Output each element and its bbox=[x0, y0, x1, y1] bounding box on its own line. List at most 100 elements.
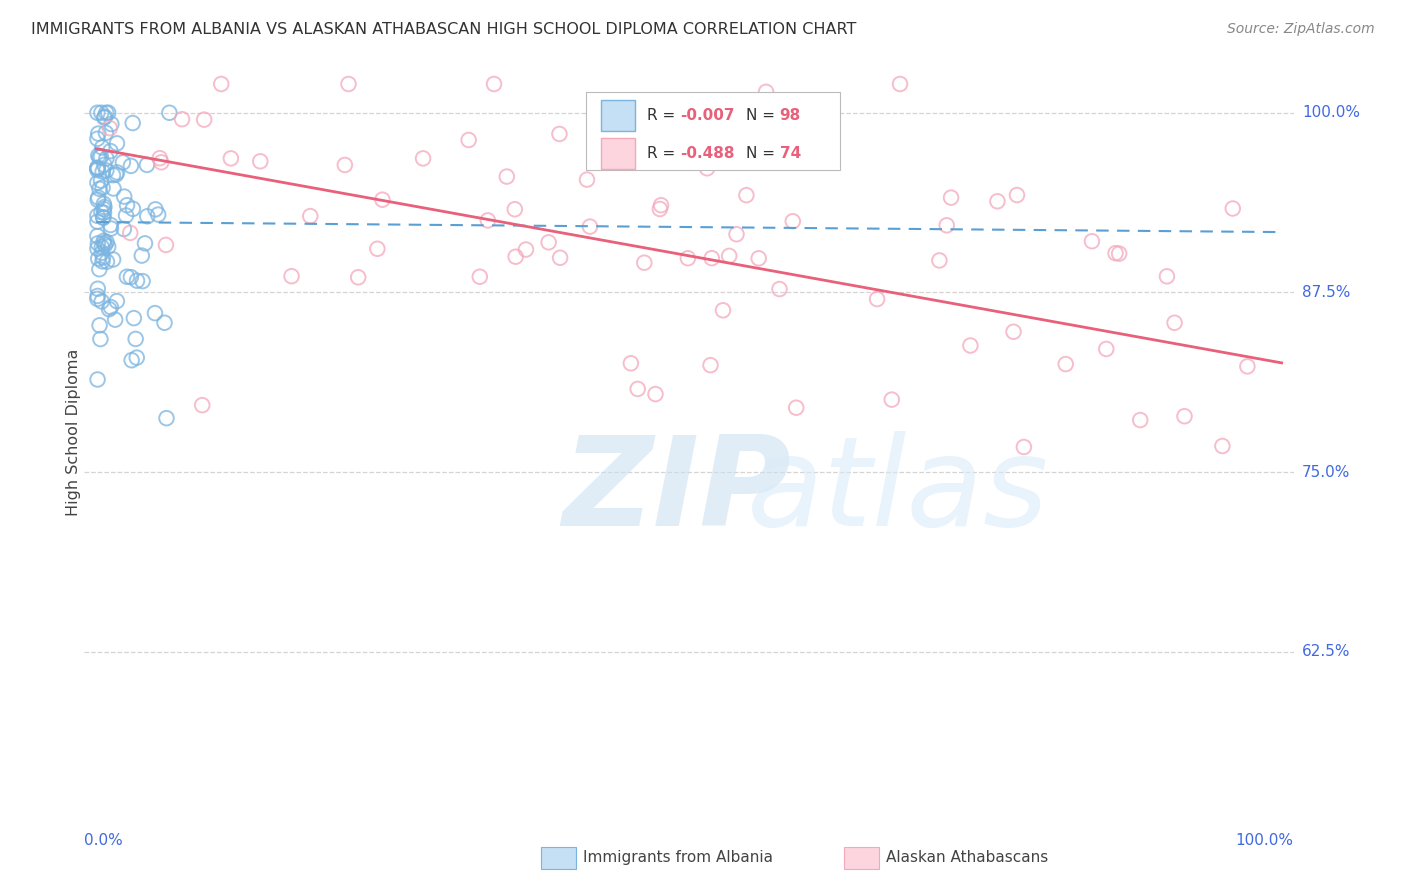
Point bbox=[93, 200, 115, 214]
Text: IMMIGRANTS FROM ALBANIA VS ALASKAN ATHABASCAN HIGH SCHOOL DIPLOMA CORRELATION CH: IMMIGRANTS FROM ALBANIA VS ALASKAN ATHAB… bbox=[31, 22, 856, 37]
Bar bbox=[541, 847, 576, 869]
Point bbox=[101, 252, 124, 267]
Point bbox=[93, 234, 115, 248]
Point bbox=[87, 282, 110, 296]
Text: N =: N = bbox=[745, 108, 780, 123]
Point bbox=[89, 182, 111, 196]
Point bbox=[101, 168, 124, 182]
Point bbox=[96, 152, 118, 166]
Point bbox=[633, 255, 655, 269]
Point bbox=[548, 127, 571, 141]
Point bbox=[86, 229, 108, 244]
Point bbox=[115, 209, 138, 223]
Text: Immigrants from Albania: Immigrants from Albania bbox=[583, 850, 773, 864]
Point bbox=[93, 236, 115, 251]
Point bbox=[121, 353, 143, 368]
Point bbox=[98, 302, 121, 317]
Point bbox=[477, 213, 499, 227]
Text: Source: ZipAtlas.com: Source: ZipAtlas.com bbox=[1227, 22, 1375, 37]
Point bbox=[648, 202, 671, 216]
Point bbox=[122, 311, 145, 326]
FancyBboxPatch shape bbox=[586, 92, 841, 169]
Point bbox=[86, 176, 108, 190]
Point bbox=[928, 253, 950, 268]
Point bbox=[150, 155, 173, 169]
Text: 62.5%: 62.5% bbox=[1302, 644, 1350, 659]
Point bbox=[89, 150, 111, 164]
Point bbox=[86, 161, 108, 176]
Text: N =: N = bbox=[745, 146, 780, 161]
Point bbox=[468, 269, 491, 284]
Point bbox=[134, 236, 156, 251]
Point bbox=[90, 294, 112, 309]
Text: 100.0%: 100.0% bbox=[1236, 833, 1294, 848]
Point bbox=[333, 158, 356, 172]
Point bbox=[153, 316, 176, 330]
Point bbox=[718, 249, 741, 263]
Point bbox=[91, 140, 114, 154]
Point bbox=[146, 208, 169, 222]
Point bbox=[1222, 202, 1244, 216]
Point bbox=[91, 211, 114, 225]
Point bbox=[650, 198, 672, 212]
Point bbox=[100, 218, 122, 232]
Point bbox=[91, 180, 114, 194]
Point bbox=[299, 209, 322, 223]
Y-axis label: High School Diploma: High School Diploma bbox=[66, 349, 80, 516]
Text: 98: 98 bbox=[780, 108, 801, 123]
Text: 100.0%: 100.0% bbox=[1302, 105, 1360, 120]
Point bbox=[219, 152, 242, 166]
Text: Alaskan Athabascans: Alaskan Athabascans bbox=[886, 850, 1047, 864]
Point bbox=[939, 191, 962, 205]
Point bbox=[1156, 269, 1178, 284]
Point bbox=[755, 85, 778, 99]
Text: ZIP: ZIP bbox=[562, 432, 790, 552]
Point bbox=[93, 211, 115, 225]
Point bbox=[515, 243, 537, 257]
Point bbox=[149, 151, 172, 165]
Point bbox=[627, 382, 650, 396]
Point bbox=[768, 282, 790, 296]
Point bbox=[136, 209, 159, 223]
Point bbox=[537, 235, 560, 250]
Point bbox=[143, 306, 166, 320]
Point bbox=[86, 132, 108, 146]
Text: -0.007: -0.007 bbox=[681, 108, 735, 123]
Point bbox=[696, 161, 718, 176]
Point bbox=[1081, 234, 1104, 248]
Point bbox=[87, 190, 110, 204]
Point bbox=[90, 240, 112, 254]
Point bbox=[700, 251, 723, 265]
Point bbox=[89, 262, 111, 277]
Point bbox=[1005, 188, 1028, 202]
Point bbox=[1012, 440, 1035, 454]
Point bbox=[889, 77, 911, 91]
Point bbox=[103, 181, 125, 195]
Point bbox=[782, 214, 804, 228]
Point bbox=[86, 209, 108, 223]
Point bbox=[785, 401, 807, 415]
Bar bbox=[600, 138, 634, 169]
Point bbox=[136, 158, 159, 172]
Point bbox=[209, 77, 232, 91]
Point bbox=[105, 294, 128, 309]
Point bbox=[86, 161, 108, 175]
Text: 74: 74 bbox=[780, 146, 801, 161]
Bar bbox=[600, 100, 634, 131]
Text: 0.0%: 0.0% bbox=[84, 833, 124, 848]
Point bbox=[112, 222, 135, 236]
Point bbox=[120, 159, 142, 173]
Point bbox=[87, 236, 110, 251]
Point bbox=[111, 155, 134, 169]
Point bbox=[155, 411, 177, 425]
Point bbox=[1173, 409, 1195, 424]
Point bbox=[935, 219, 957, 233]
Point bbox=[579, 219, 602, 234]
Point bbox=[1163, 316, 1185, 330]
Point bbox=[100, 221, 122, 235]
Point bbox=[105, 168, 128, 182]
Point bbox=[121, 116, 143, 130]
Point bbox=[412, 152, 434, 166]
Point bbox=[87, 252, 110, 266]
Point bbox=[735, 188, 758, 202]
